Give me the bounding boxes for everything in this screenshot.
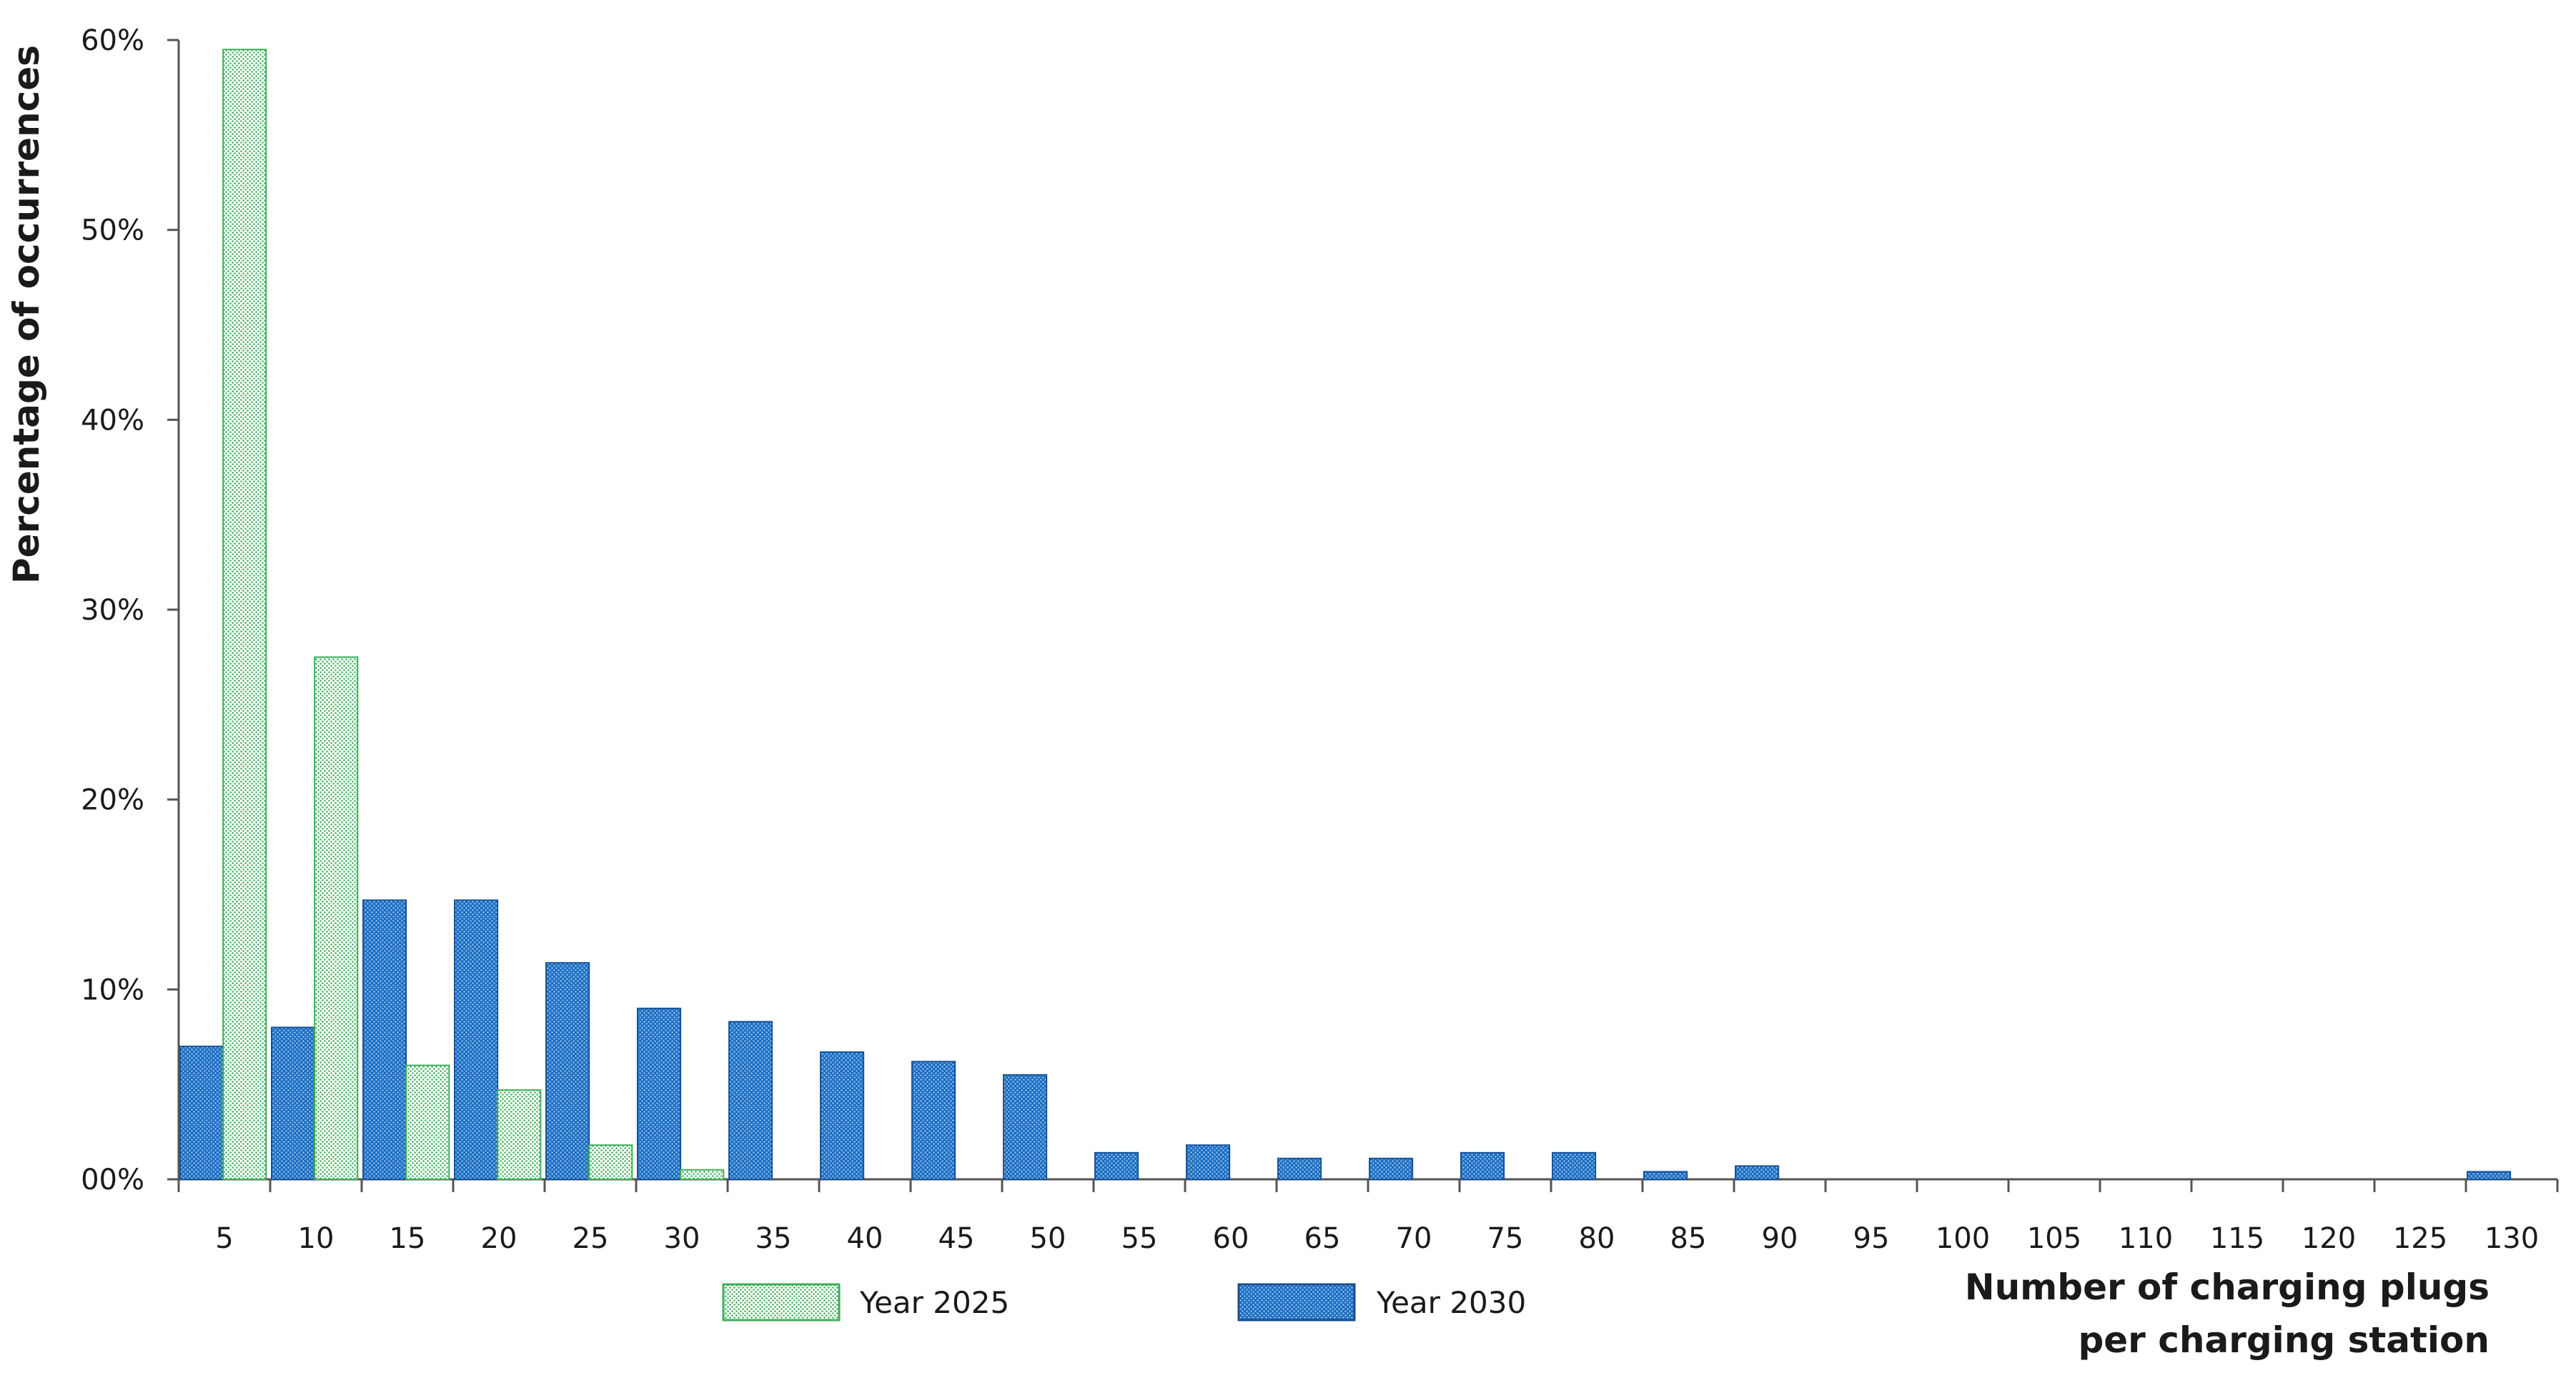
bar-2030-85	[1643, 1171, 1688, 1180]
bar-2030-45	[911, 1061, 956, 1180]
bar-2030-70	[1369, 1157, 1414, 1180]
x-tick-label: 45	[938, 1222, 975, 1255]
y-tick-label: 50%	[81, 214, 144, 247]
bar-2030-60	[1186, 1144, 1231, 1181]
bar-2030-5	[179, 1046, 224, 1180]
y-tick-label: 00%	[81, 1164, 144, 1196]
y-tick-label: 20%	[81, 784, 144, 817]
y-tick-label: 60%	[81, 24, 144, 57]
x-tick-label: 10	[298, 1222, 335, 1255]
bar-2025-15	[405, 1064, 450, 1180]
x-tick-label: 30	[664, 1222, 700, 1255]
x-tick-label: 75	[1487, 1222, 1524, 1255]
legend: Year 2025 Year 2030	[722, 1283, 1526, 1322]
bar-2030-90	[1735, 1165, 1780, 1180]
bar-2030-10	[271, 1026, 316, 1181]
x-tick-label: 110	[2119, 1222, 2173, 1255]
x-tick-label: 115	[2210, 1222, 2264, 1255]
x-tick-label: 55	[1121, 1222, 1158, 1255]
bar-2025-20	[497, 1089, 542, 1181]
y-tick-label: 10%	[81, 973, 144, 1006]
x-tick-label: 40	[847, 1222, 883, 1255]
bar-2030-30	[637, 1007, 682, 1181]
bar-2030-35	[728, 1021, 773, 1181]
legend-label-2030: Year 2030	[1376, 1285, 1526, 1320]
x-tick-label: 85	[1670, 1222, 1707, 1255]
x-axis-title-line1: Number of charging plugs	[1965, 1266, 2490, 1308]
y-axis-title: Percentage of occurrences	[6, 45, 47, 584]
x-axis-title-line2: per charging station	[2078, 1319, 2490, 1361]
x-tick-label: 125	[2393, 1222, 2447, 1255]
bar-2030-130	[2467, 1171, 2512, 1180]
bar-2025-10	[314, 656, 359, 1180]
x-tick-label: 50	[1030, 1222, 1066, 1255]
x-tick-label: 80	[1579, 1222, 1615, 1255]
bar-2030-50	[1003, 1074, 1048, 1180]
bar-2025-5	[222, 49, 267, 1181]
axes-layer	[167, 39, 2559, 1192]
x-tick-label: 90	[1762, 1222, 1798, 1255]
x-tick-label: 25	[573, 1222, 609, 1255]
x-tick-label: 60	[1213, 1222, 1249, 1255]
y-tick-label: 30%	[81, 594, 144, 627]
bar-2030-15	[362, 899, 407, 1180]
bar-2030-80	[1552, 1151, 1597, 1180]
x-tick-label: 120	[2302, 1222, 2356, 1255]
x-tick-label: 100	[1936, 1222, 1990, 1255]
bar-2030-75	[1460, 1151, 1505, 1180]
labels-layer: 00% 10% 20% 30% 40% 50% 60% 5 10 15 20 25 30 35 40 45 50…	[81, 24, 2539, 1255]
y-tick-label: 40%	[81, 404, 144, 437]
x-tick-label: 130	[2485, 1222, 2539, 1255]
bar-2030-40	[820, 1051, 865, 1180]
x-tick-label: 35	[756, 1222, 792, 1255]
legend-swatch-2025	[722, 1283, 841, 1322]
bar-2025-30	[680, 1169, 725, 1181]
x-tick-label: 20	[481, 1222, 517, 1255]
bar-2030-25	[545, 962, 590, 1180]
x-tick-label: 5	[215, 1222, 233, 1255]
x-tick-label: 65	[1304, 1222, 1341, 1255]
bar-2025-25	[588, 1144, 633, 1181]
legend-label-2025: Year 2025	[859, 1285, 1009, 1320]
x-tick-label: 95	[1853, 1222, 1890, 1255]
x-tick-label: 15	[390, 1222, 426, 1255]
legend-swatch-2030	[1237, 1283, 1356, 1322]
bars-layer	[179, 49, 2512, 1181]
x-tick-label: 105	[2027, 1222, 2081, 1255]
x-tick-label: 70	[1396, 1222, 1432, 1255]
bar-2030-20	[454, 899, 499, 1180]
bar-2030-65	[1277, 1157, 1322, 1180]
bar-2030-55	[1094, 1151, 1139, 1180]
